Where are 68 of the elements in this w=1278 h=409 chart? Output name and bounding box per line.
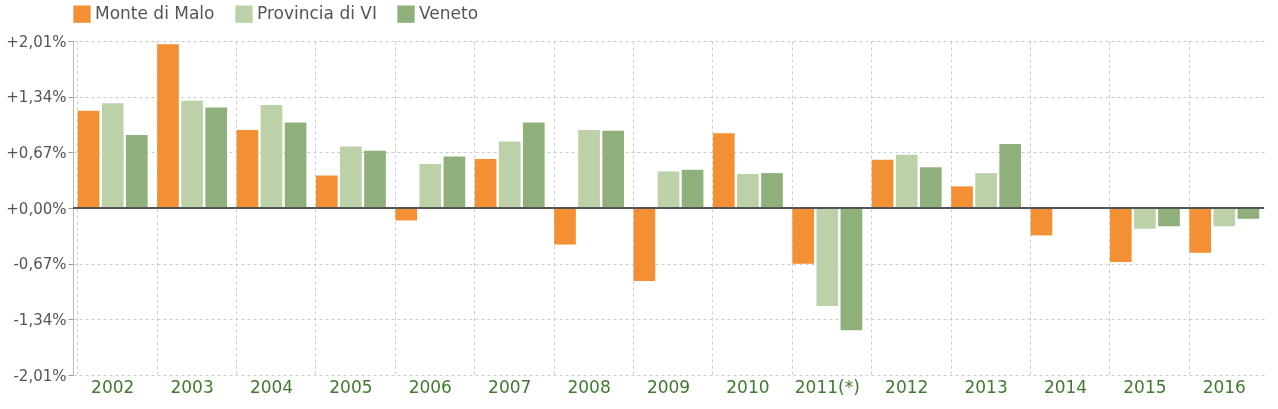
y-tick-label: +1,34%	[6, 88, 67, 107]
bar	[284, 122, 307, 208]
x-tick-label: 2006	[408, 376, 452, 397]
x-tick-label: 2016	[1202, 376, 1246, 397]
bar	[578, 129, 600, 208]
x-tick-label: 2003	[170, 376, 214, 397]
x-tick-label: 2008	[567, 376, 611, 397]
x-tick-label: 2011(*)	[794, 376, 860, 397]
y-tick-label: +2,01%	[6, 32, 67, 51]
x-tick-label: 2014	[1043, 376, 1088, 397]
bar	[77, 110, 100, 208]
x-tick-label: 2009	[646, 376, 691, 397]
bar	[101, 103, 124, 208]
bar	[895, 154, 918, 208]
y-tick-label: -1,34%	[13, 310, 67, 329]
bar	[602, 130, 625, 208]
bar	[205, 107, 228, 208]
bar	[1237, 208, 1260, 219]
x-tick-label: 2012	[885, 376, 929, 397]
bar	[125, 134, 148, 208]
y-tick-label: +0,00%	[6, 199, 67, 218]
bar	[657, 171, 680, 208]
legend-label: Monte di Malo	[95, 3, 215, 24]
bar	[999, 144, 1022, 208]
bar	[1189, 208, 1212, 253]
x-tick-label: 2010	[726, 376, 770, 397]
bar	[236, 129, 259, 208]
bar	[474, 158, 497, 208]
bar	[712, 133, 735, 208]
bar	[840, 208, 863, 331]
bar	[792, 208, 815, 264]
bar	[1213, 208, 1236, 227]
x-tick-label: 2002	[91, 376, 135, 397]
bar	[1158, 208, 1180, 227]
bar	[816, 208, 839, 307]
bar	[681, 169, 704, 208]
bar	[1030, 208, 1053, 236]
bar	[633, 208, 656, 282]
legend-label: Veneto	[419, 3, 479, 24]
bar	[260, 104, 283, 208]
bar	[157, 44, 179, 208]
bar	[975, 173, 997, 208]
x-tick-label: 2005	[329, 376, 373, 397]
bar	[554, 208, 576, 245]
bar	[737, 173, 759, 208]
bar	[522, 122, 545, 208]
bar	[395, 208, 418, 221]
bar	[443, 156, 466, 208]
bar	[1134, 208, 1156, 229]
bar	[498, 141, 521, 208]
y-tick-label: +0,67%	[6, 143, 67, 162]
x-tick-label: 2007	[488, 376, 532, 397]
bar	[951, 186, 973, 208]
bar	[761, 173, 783, 208]
bar	[364, 150, 386, 208]
bar	[419, 163, 442, 208]
x-tick-label: 2015	[1123, 376, 1167, 397]
bar	[181, 100, 203, 208]
legend-label: Provincia di VI	[257, 3, 377, 24]
y-tick-label: -0,67%	[13, 255, 67, 274]
bar	[871, 159, 894, 208]
x-tick-label: 2004	[249, 376, 294, 397]
bar	[340, 146, 362, 208]
bar	[315, 175, 338, 208]
y-tick-label: -2,01%	[13, 366, 67, 385]
bar	[1109, 208, 1132, 262]
x-tick-label: 2013	[964, 376, 1008, 397]
bar	[919, 167, 942, 208]
